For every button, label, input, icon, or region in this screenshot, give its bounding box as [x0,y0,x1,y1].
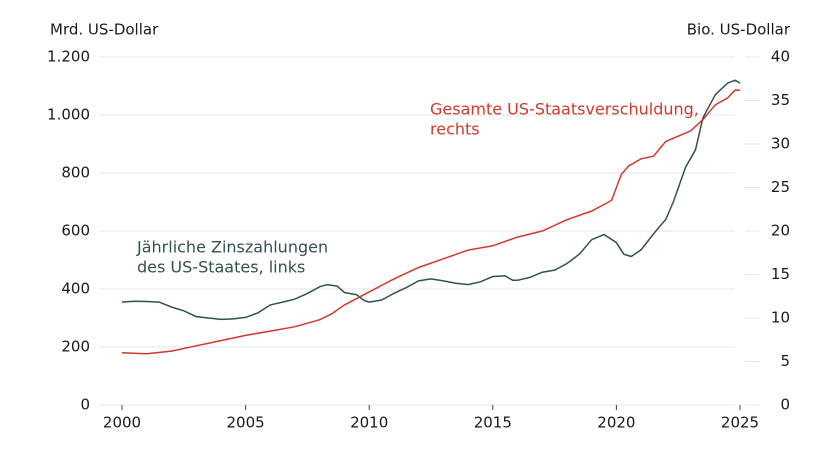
y2-tick-label: 20 [771,222,790,240]
annotation: des US-Staates, links [137,258,305,277]
y2-tick-label: 5 [780,352,790,370]
series-line [121,89,740,355]
y-axis-label: Mrd. US-Dollar [50,21,159,39]
y-tick-label: 600 [61,222,90,240]
y2-tick-label: 30 [771,135,790,153]
x-tick-label: 2025 [721,414,759,432]
y2-tick-label: 25 [771,178,790,196]
y-tick-label: 0 [80,396,90,414]
y2-tick-label: 35 [771,91,790,109]
annotation: rechts [430,120,480,139]
y-tick-label: 1.000 [47,106,90,124]
series-line [121,79,741,321]
y2-tick-label: 40 [771,48,790,66]
x-tick-label: 2010 [350,414,388,432]
x-tick-label: 2020 [597,414,635,432]
x-tick-label: 2005 [227,414,265,432]
x-tick-label: 2015 [474,414,512,432]
y-tick-label: 400 [61,280,90,298]
y-tick-label: 200 [61,338,90,356]
y2-tick-label: 10 [771,309,790,327]
x-tick-label: 2000 [103,414,141,432]
y2-tick-label: 0 [780,396,790,414]
y2-axis-label: Bio. US-Dollar [687,21,791,39]
annotation: Gesamte US-Staatsverschuldung, [430,100,699,119]
y2-tick-label: 15 [771,265,790,283]
y-tick-label: 800 [61,164,90,182]
y-tick-label: 1.200 [47,48,90,66]
annotation: Jährliche Zinszahlungen [136,238,328,257]
